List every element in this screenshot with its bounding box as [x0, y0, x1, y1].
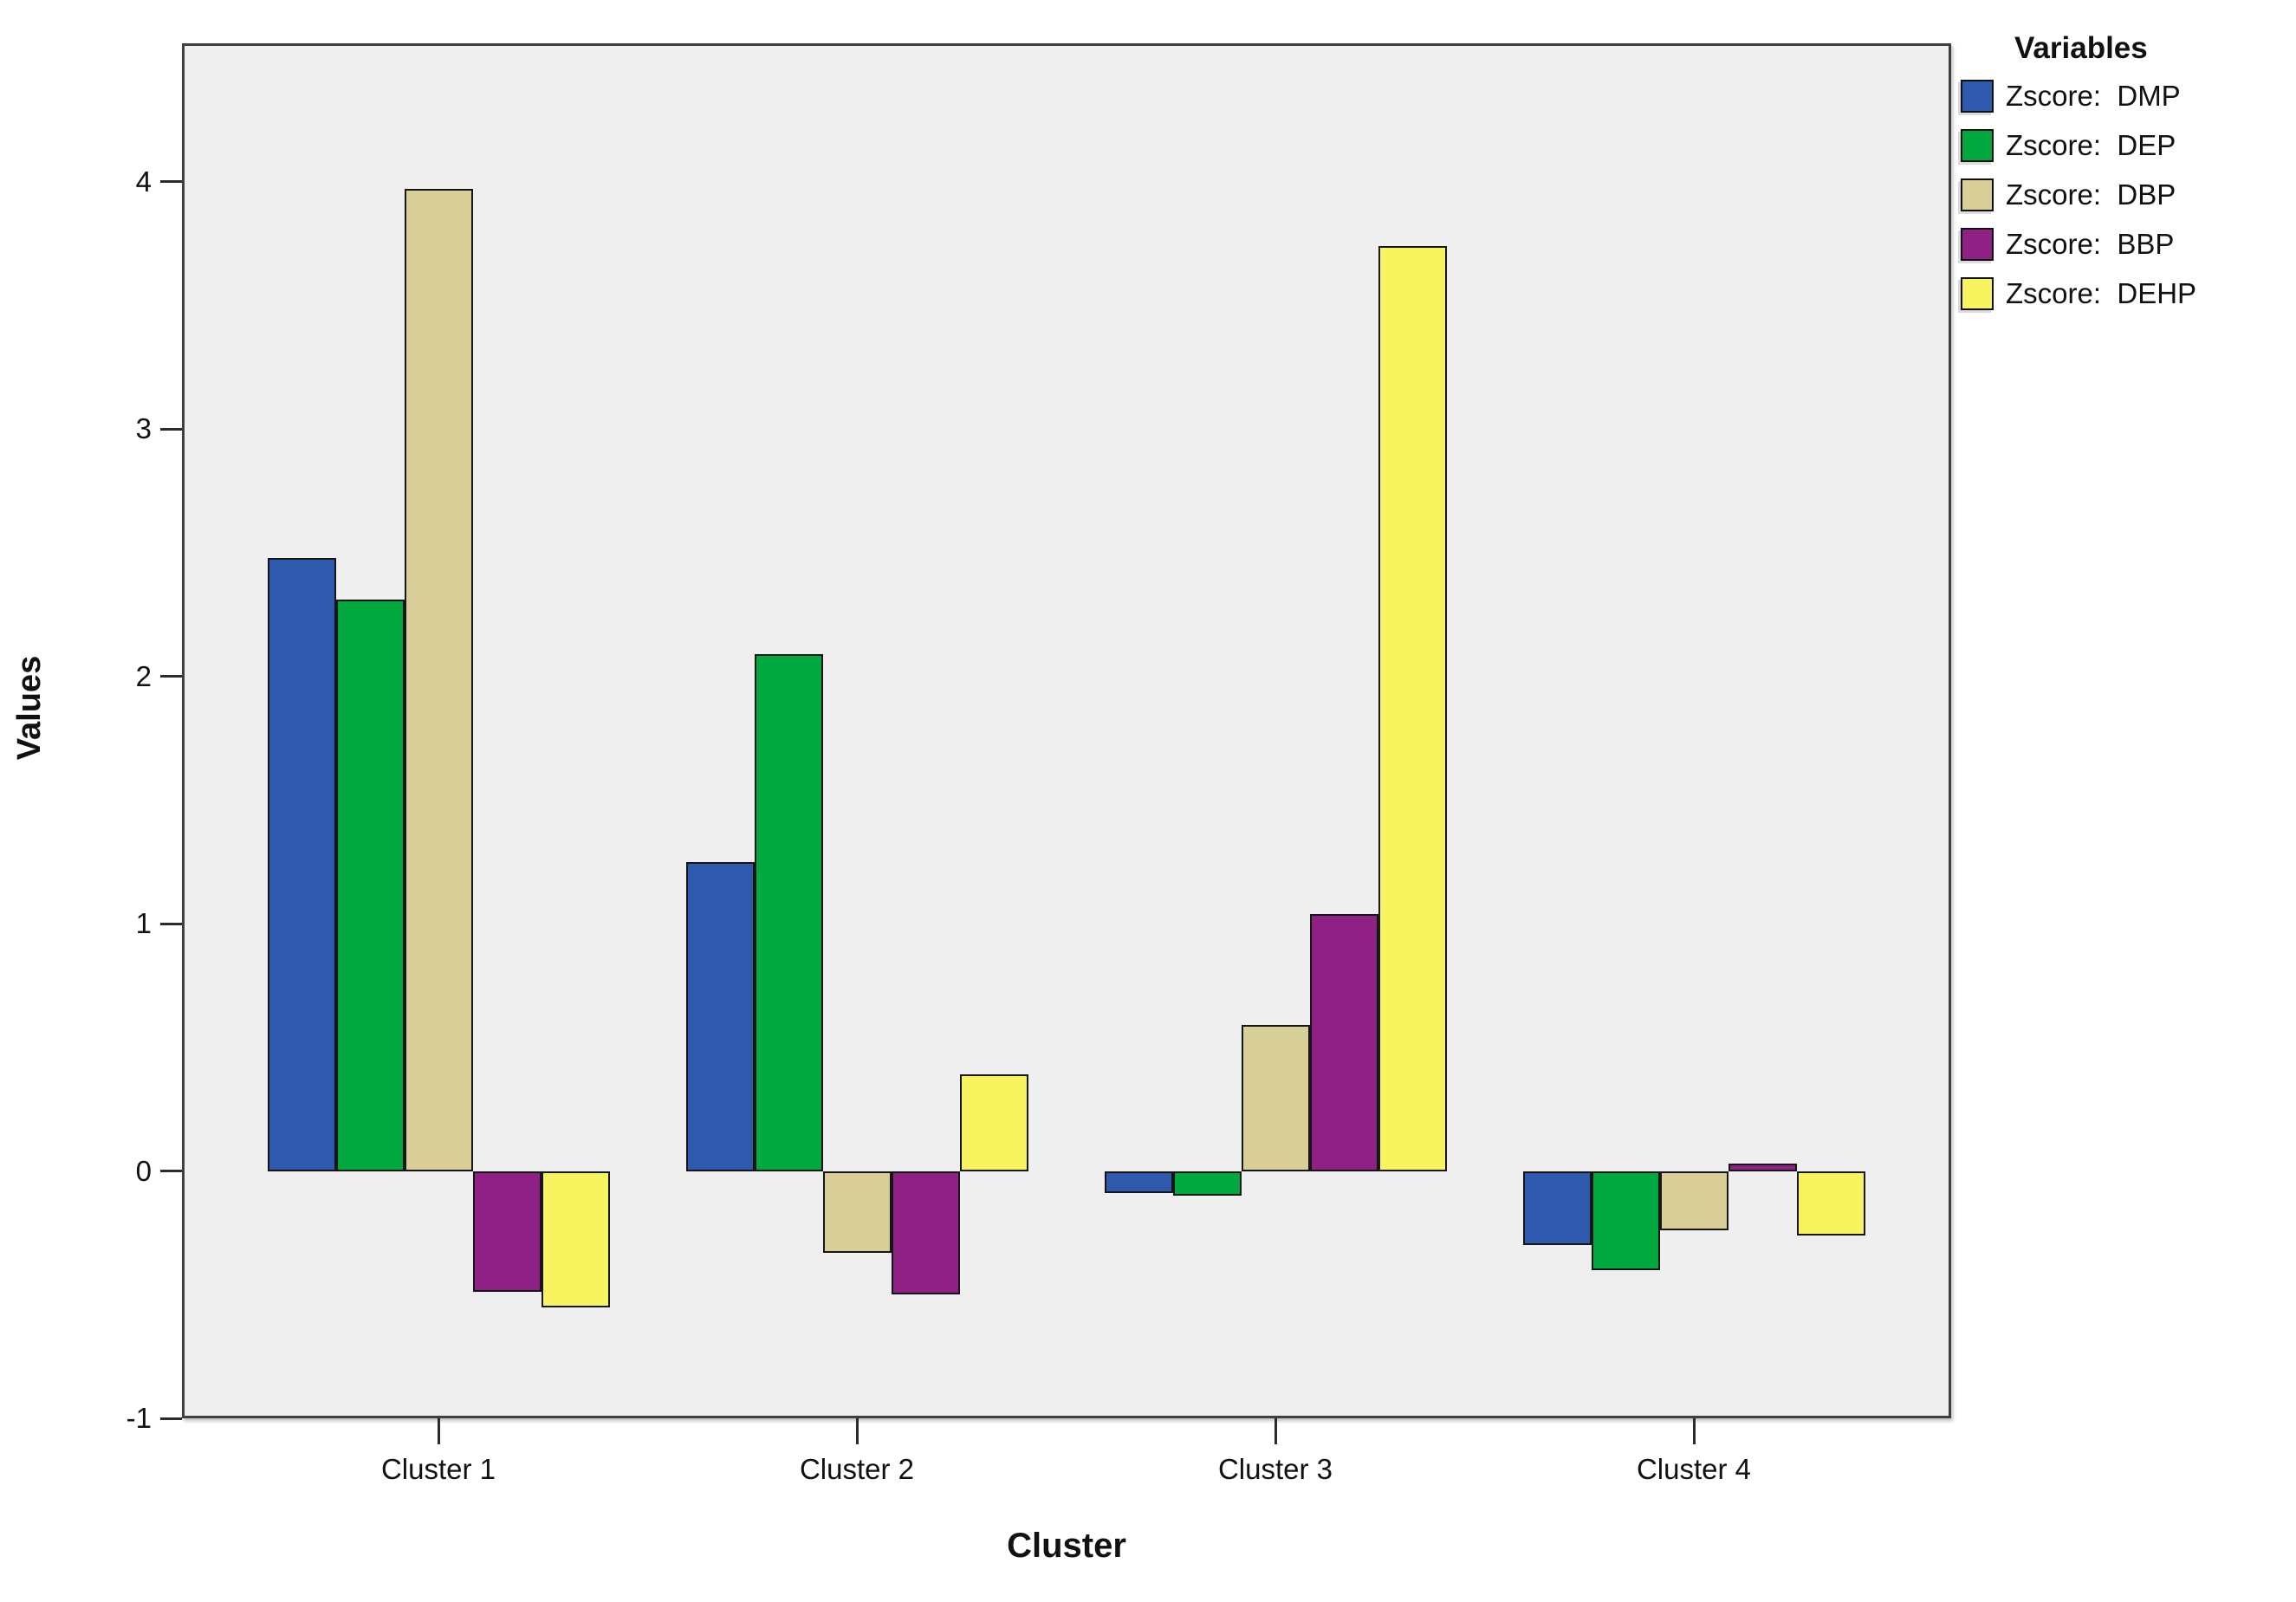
bar-c1-dbp: [404, 189, 473, 1171]
legend-swatch-dmp: [1961, 80, 1994, 113]
legend-label-dehp: Zscore: DEHP: [2006, 277, 2197, 309]
y-tick-label: 3: [135, 412, 152, 445]
y-tick-label: 0: [135, 1154, 152, 1187]
bar-c1-bbp: [472, 1171, 542, 1293]
bar-c2-dmp: [685, 861, 755, 1171]
bar-c2-dep: [754, 654, 823, 1171]
legend-swatch-bbp: [1961, 228, 1994, 261]
bar-c4-dmp: [1522, 1171, 1592, 1246]
x-tick-mark: [1692, 1418, 1696, 1444]
y-tick-mark: [160, 1417, 182, 1420]
legend-label-dep: Zscore: DEP: [2006, 129, 2176, 161]
x-tick-mark: [437, 1418, 440, 1444]
x-tick-mark: [855, 1418, 859, 1444]
legend-swatch-dbp: [1961, 178, 1994, 211]
bar-c3-dmp: [1104, 1171, 1173, 1194]
legend-title: Variables: [2014, 31, 2148, 65]
legend-swatch-dep: [1961, 129, 1994, 162]
y-tick-mark: [160, 922, 182, 925]
legend-item-dehp: Zscore: DEHP: [1961, 277, 2290, 310]
bar-c3-dep: [1172, 1171, 1242, 1197]
y-axis-title: Values: [11, 655, 48, 761]
x-axis-title: Cluster: [1007, 1527, 1126, 1565]
legend-item-dbp: Zscore: DBP: [1961, 178, 2290, 211]
y-tick-label: -1: [126, 1402, 152, 1434]
bar-c4-dehp: [1796, 1171, 1865, 1236]
legend-item-bbp: Zscore: BBP: [1961, 228, 2290, 261]
bar-c4-dep: [1591, 1171, 1660, 1270]
bar-c3-dbp: [1241, 1025, 1310, 1171]
legend-item-dmp: Zscore: DMP: [1961, 80, 2290, 113]
legend-items: Zscore: DMP Zscore: DEP Zscore: DBP Zscore:…: [1961, 80, 2290, 310]
bar-c2-dbp: [822, 1171, 892, 1253]
bar-c1-dehp: [541, 1171, 610, 1307]
bar-c3-bbp: [1309, 913, 1378, 1171]
y-tick-label: 4: [135, 165, 152, 198]
bar-c1-dep: [335, 600, 405, 1171]
x-tick-mark: [1274, 1418, 1277, 1444]
x-tick-label: Cluster 1: [380, 1453, 496, 1485]
bar-c2-bbp: [891, 1171, 960, 1295]
y-tick-mark: [160, 675, 182, 678]
legend: Variables Zscore: DMP Zscore: DEP Zscore: …: [1961, 31, 2290, 327]
x-tick-label: Cluster 4: [1636, 1453, 1752, 1485]
legend-swatch-dehp: [1961, 277, 1994, 310]
bar-c2-dehp: [959, 1074, 1028, 1171]
bar-c3-dehp: [1378, 246, 1447, 1171]
y-tick-mark: [160, 180, 182, 184]
y-tick-mark: [160, 427, 182, 431]
legend-label-dbp: Zscore: DBP: [2006, 178, 2176, 211]
legend-label-bbp: Zscore: BBP: [2006, 228, 2175, 260]
bar-c4-dbp: [1659, 1171, 1728, 1231]
legend-label-dmp: Zscore: DMP: [2006, 80, 2181, 112]
bar-c1-dmp: [267, 557, 336, 1171]
x-tick-label: Cluster 3: [1217, 1453, 1333, 1485]
x-tick-label: Cluster 2: [799, 1453, 915, 1485]
legend-item-dep: Zscore: DEP: [1961, 129, 2290, 162]
y-tick-label: 1: [135, 907, 152, 940]
bar-c4-bbp: [1728, 1164, 1797, 1171]
y-tick-label: 2: [135, 659, 152, 692]
y-tick-mark: [160, 1170, 182, 1173]
